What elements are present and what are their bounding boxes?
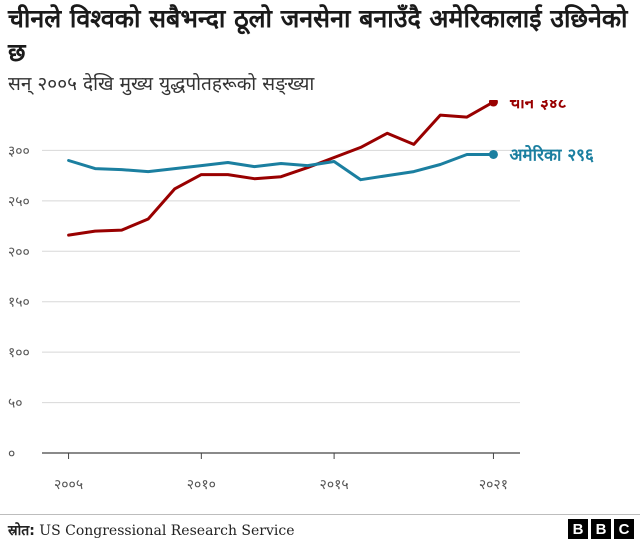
series-end-label-china: चीन ३४८ — [508, 100, 566, 113]
chart-title: चीनले विश्वको सबैभन्दा ठूलो जनसेना बनाउँ… — [8, 4, 628, 67]
y-tick-label: ० — [8, 446, 15, 462]
source-note: स्रोत: US Congressional Research Service — [8, 521, 295, 540]
chart-subtitle: सन् २००५ देखि मुख्य युद्धपोतहरूको सङ्ख्य… — [8, 73, 315, 95]
source-label: स्रोत: — [8, 523, 35, 539]
footer-divider — [0, 514, 640, 515]
series-endpoint-usa — [488, 149, 498, 159]
bbc-logo-letter: C — [614, 519, 634, 539]
x-tick-label: २०१५ — [320, 477, 349, 493]
series-end-label-usa: अमेरिका २९६ — [509, 144, 594, 165]
bbc-logo-letter: B — [591, 519, 611, 539]
bbc-logo: B B C — [568, 519, 634, 539]
warship-line-chart: ० ५० १०० १५० २०० २५० ३०० २००५ २०१० २०१५ २०२१ चीन ३४… — [8, 100, 594, 493]
y-tick-label: २५० — [8, 194, 30, 210]
x-tick-label: २०२१ — [479, 477, 508, 493]
y-tick-label: २०० — [8, 244, 30, 260]
series-line-china — [67, 100, 495, 237]
source-text: US Congressional Research Service — [39, 523, 295, 539]
x-tick-label: २०१० — [187, 477, 216, 493]
y-tick-label: १५० — [8, 295, 30, 311]
bbc-logo-letter: B — [568, 519, 588, 539]
y-tick-label: ३०० — [8, 143, 30, 159]
y-tick-label: ५० — [8, 396, 23, 412]
series-line-usa — [67, 153, 495, 182]
series-endpoint-china — [488, 100, 498, 107]
y-tick-label: १०० — [8, 345, 30, 361]
x-tick-label: २००५ — [54, 477, 83, 493]
